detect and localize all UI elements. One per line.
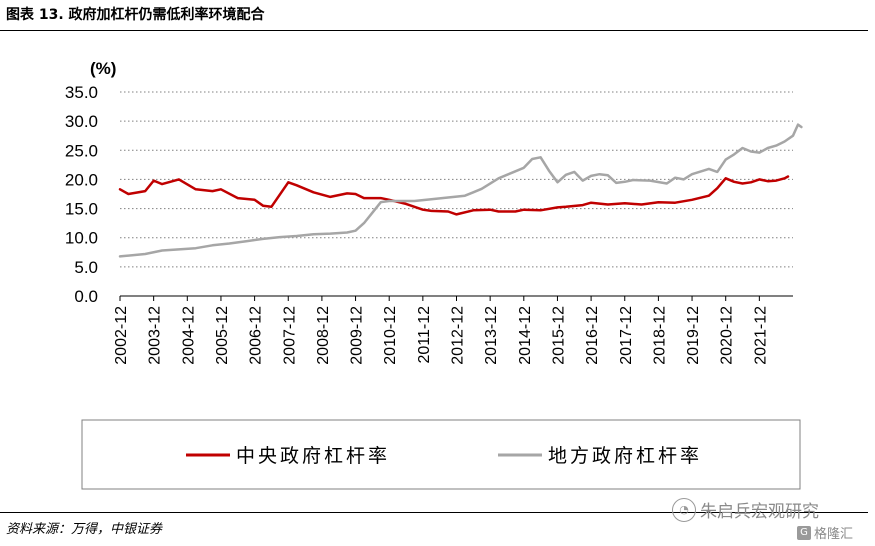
- y-axis: 0.0 5.0 10.0 15.0 20.0 25.0 30.0 35.0: [65, 83, 98, 306]
- x-tick-label: 2020-12: [719, 306, 736, 365]
- brand-text: 格隆汇: [814, 527, 854, 542]
- x-tick-label: 2015-12: [550, 306, 567, 365]
- y-tick-label: 30.0: [65, 112, 98, 131]
- x-tick-label: 2006-12: [248, 306, 265, 365]
- x-tick-label: 2005-12: [214, 306, 231, 365]
- y-tick-label: 0.0: [74, 287, 98, 306]
- y-tick-label: 15.0: [65, 200, 98, 219]
- legend-label: 中央政府杠杆率: [236, 445, 390, 467]
- watermark-text: 朱启兵宏观研究: [700, 502, 819, 522]
- y-tick-label: 20.0: [65, 170, 98, 189]
- x-tick-label: 2008-12: [315, 306, 332, 365]
- source-note: 资料来源：万得，中银证券: [6, 522, 163, 537]
- watermark: ◔ 朱启兵宏观研究: [672, 497, 819, 522]
- figure-title: 图表 13. 政府加杠杆仍需低利率环境配合: [6, 7, 265, 23]
- legend: 中央政府杠杆率 地方政府杠杆率: [186, 445, 702, 467]
- x-tick-label: 2012-12: [450, 306, 467, 365]
- title-divider: [0, 30, 868, 31]
- y-tick-label: 10.0: [65, 229, 98, 248]
- g-box-icon: G: [797, 525, 811, 540]
- series-lines: [118, 123, 803, 258]
- x-tick-label: 2009-12: [349, 306, 366, 365]
- wechat-circle-icon: ◔: [672, 497, 696, 522]
- x-tick-label: 2010-12: [382, 306, 399, 365]
- x-tick-label: 2003-12: [147, 306, 164, 365]
- series-line-local: [118, 123, 803, 258]
- x-tick-label: 2013-12: [483, 306, 500, 365]
- x-tick-label: 2016-12: [584, 306, 601, 365]
- x-tick-label: 2011-12: [416, 306, 433, 364]
- legend-box: [81, 419, 801, 490]
- series-line-central: [118, 175, 790, 216]
- grid-lines: [120, 91, 793, 268]
- legend-label: 地方政府杠杆率: [548, 445, 702, 467]
- x-tick-label: 2014-12: [517, 306, 534, 365]
- x-axis: 2002-12 2003-12 2004-12 2005-12 2006-12 2007-…: [113, 295, 793, 365]
- x-tick-label: 2007-12: [281, 306, 298, 365]
- x-tick-label: 2018-12: [651, 306, 668, 365]
- y-axis-label: (%): [90, 59, 116, 78]
- y-tick-label: 25.0: [65, 141, 98, 160]
- x-tick-label: 2002-12: [113, 306, 130, 365]
- x-tick-label: 2021-12: [752, 306, 769, 365]
- y-tick-label: 5.0: [74, 258, 98, 277]
- x-tick-label: 2017-12: [618, 306, 635, 365]
- y-tick-label: 35.0: [65, 83, 98, 102]
- x-tick-label: 2004-12: [180, 306, 197, 365]
- x-tick-label: 2019-12: [685, 306, 702, 365]
- footer-divider: [0, 512, 868, 513]
- brand-watermark: G 格隆汇: [797, 523, 853, 542]
